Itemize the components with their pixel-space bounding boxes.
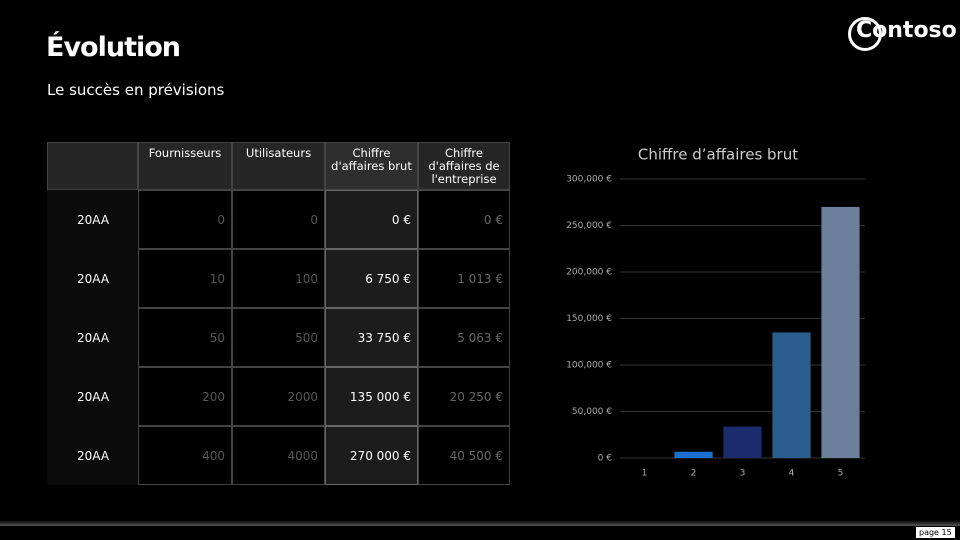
table-cell: Fournisseurs — [138, 142, 232, 190]
table-cell: 135 000 € — [325, 367, 418, 426]
table-cell: 500 — [232, 308, 325, 367]
table-cell: 400 — [138, 426, 232, 485]
table-cell: 4000 — [232, 426, 325, 485]
y-tick-label: 300,000 € — [566, 175, 612, 185]
table-cell: Utilisateurs — [232, 142, 325, 190]
chart: Chiffre d’affaires brut 0 € 50,000 € 100,00… — [566, 146, 865, 479]
table-cell: 50 — [138, 308, 232, 367]
title: Évolution — [46, 32, 181, 63]
table-cell: 20 250 € — [418, 367, 510, 426]
y-tick-label: 0 € — [598, 454, 613, 464]
chart-title: Chiffre d’affaires brut — [638, 146, 798, 164]
table-cell: 5 063 € — [418, 308, 510, 367]
table-cell: 6 750 € — [325, 249, 418, 308]
footer-band — [0, 520, 960, 526]
table-cell: 20AA — [47, 308, 138, 367]
y-tick-label: 200,000 € — [566, 268, 612, 278]
bar — [723, 426, 762, 458]
y-tick-label: 150,000 € — [566, 314, 612, 324]
y-tick-label: 50,000 € — [572, 407, 612, 417]
page-number: page 15 — [916, 527, 955, 538]
bar — [674, 451, 713, 458]
x-tick-label: 2 — [691, 469, 697, 479]
table-cell: 0 — [138, 190, 232, 249]
table-cell: Chiffre d'affaires brut — [325, 142, 418, 190]
table-cell: 0 — [232, 190, 325, 249]
y-tick-label: 100,000 € — [566, 361, 612, 371]
table-cell: 270 000 € — [325, 426, 418, 485]
x-tick-label: 4 — [789, 469, 795, 479]
bar — [772, 332, 811, 458]
table-cell: 20AA — [47, 190, 138, 249]
logo-ring — [848, 17, 882, 51]
x-tick-label: 5 — [838, 469, 844, 479]
table-cell: 10 — [138, 249, 232, 308]
bar — [821, 206, 860, 458]
x-tick-label: 1 — [642, 469, 648, 479]
table-cell: 20AA — [47, 367, 138, 426]
table-cell: 40 500 € — [418, 426, 510, 485]
table-cell: 0 € — [325, 190, 418, 249]
table-cell: 2000 — [232, 367, 325, 426]
table-cell: 200 — [138, 367, 232, 426]
table-cell: 33 750 € — [325, 308, 418, 367]
table-cell: Chiffre d'affaires de l'entreprise — [418, 142, 510, 190]
table-cell: 20AA — [47, 249, 138, 308]
table-cell: 20AA — [47, 426, 138, 485]
table-cell: 0 € — [418, 190, 510, 249]
logo: Contoso — [856, 18, 957, 43]
y-tick-label: 250,000 € — [566, 221, 612, 231]
table-corner — [47, 142, 138, 190]
table-cell: 1 013 € — [418, 249, 510, 308]
subtitle: Le succès en prévisions — [47, 81, 225, 99]
x-tick-label: 3 — [740, 469, 746, 479]
table-cell: 100 — [232, 249, 325, 308]
